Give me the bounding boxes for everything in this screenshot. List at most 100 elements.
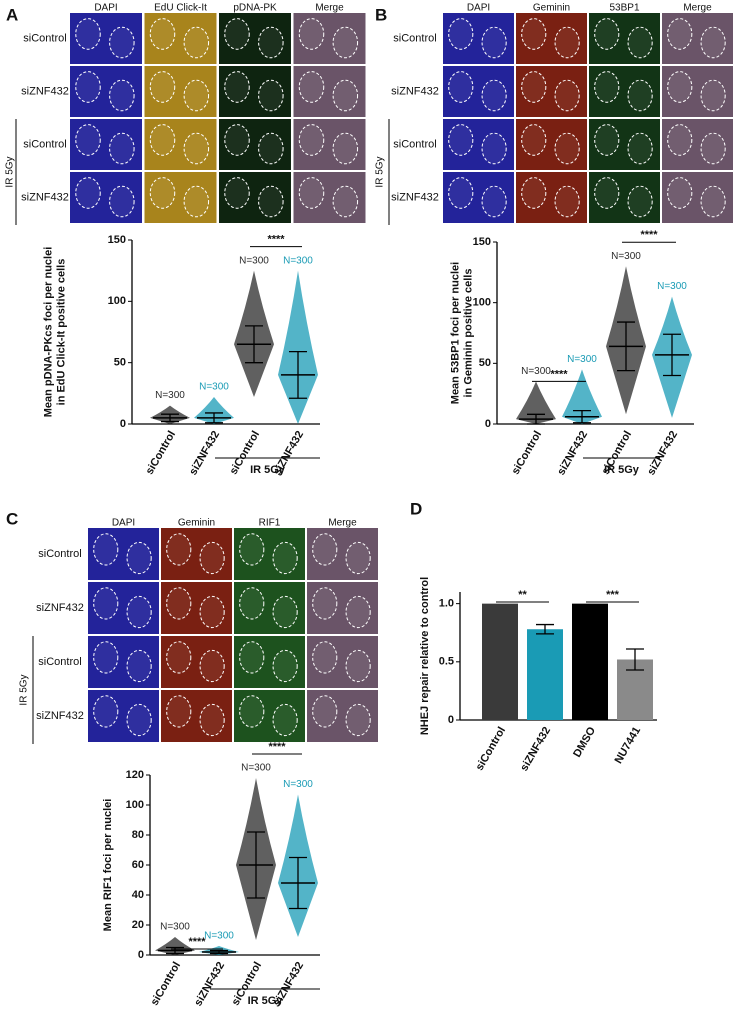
nucleus-outline: [667, 124, 693, 156]
micrograph: [307, 636, 378, 688]
nucleus-outline: [109, 26, 135, 59]
column-header: Geminin: [178, 518, 215, 529]
micrograph: [88, 582, 159, 634]
nucleus-outline: [667, 18, 693, 50]
nucleus-outline: [627, 26, 653, 59]
micrograph: [443, 13, 514, 64]
nucleus-outline: [554, 132, 580, 165]
x-tick-label: siControl: [149, 960, 184, 1008]
row-label: siZNF432: [391, 191, 439, 203]
micrograph: [662, 66, 733, 117]
micrograph: [161, 690, 232, 742]
row-label: siZNF432: [21, 85, 69, 97]
micrograph: [516, 13, 587, 64]
y-tick-label: 1.0: [439, 598, 454, 610]
micrograph: [234, 636, 305, 688]
row-label: siControl: [393, 32, 436, 44]
nucleus-outline: [93, 695, 119, 728]
nucleus-outline: [345, 649, 371, 683]
micrograph: [161, 528, 232, 580]
n-label: N=300: [204, 931, 234, 942]
micrograph: [307, 528, 378, 580]
micrograph: [516, 172, 587, 223]
micrograph: [589, 66, 660, 117]
panel-label: C: [6, 509, 18, 528]
nucleus-outline: [272, 541, 298, 575]
nucleus-outline: [183, 185, 210, 218]
nucleus-outline: [312, 695, 338, 728]
micrograph: [662, 13, 733, 64]
y-tick-label: 100: [108, 295, 126, 307]
x-tick-label: siZNF432: [187, 429, 222, 477]
nucleus-outline: [199, 649, 225, 683]
row-label: siControl: [38, 548, 81, 560]
y-tick-label: 60: [132, 859, 144, 871]
y-tick-label: 100: [473, 297, 491, 309]
y-axis-label: Mean 53BP1 foci per nuclei: [449, 262, 461, 404]
row-label: siControl: [393, 138, 436, 150]
nucleus-outline: [75, 124, 101, 156]
column-header: DAPI: [94, 3, 117, 14]
nucleus-outline: [448, 18, 474, 50]
micrograph: [144, 172, 217, 223]
nucleus-outline: [272, 595, 298, 629]
nucleus-outline: [199, 703, 225, 737]
n-label: N=300: [283, 779, 313, 790]
significance-label: ***: [606, 589, 620, 601]
nucleus-outline: [93, 641, 119, 674]
significance-label: ****: [188, 936, 206, 948]
nucleus-outline: [183, 26, 210, 59]
nucleus-outline: [166, 641, 192, 674]
bar: [527, 629, 563, 720]
nucleus-outline: [312, 587, 338, 620]
treatment-label: IR 5Gy: [604, 464, 640, 476]
significance-label: ****: [550, 368, 568, 380]
nucleus-outline: [149, 71, 176, 103]
micrograph: [70, 13, 142, 64]
nucleus-outline: [109, 132, 135, 165]
micrograph: [293, 66, 366, 117]
micrograph: [662, 119, 733, 170]
dot-cloud: [278, 270, 318, 424]
nucleus-outline: [594, 71, 620, 103]
nucleus-outline: [224, 124, 250, 156]
nucleus-outline: [239, 587, 265, 620]
micrograph: [219, 66, 291, 117]
nucleus-outline: [700, 132, 726, 165]
nucleus-outline: [239, 695, 265, 728]
column-header: 53BP1: [609, 3, 639, 14]
y-axis-label: NHEJ repair relative to control: [419, 577, 431, 735]
nucleus-outline: [126, 649, 152, 683]
panel-label: D: [410, 499, 422, 518]
nucleus-outline: [481, 26, 507, 59]
micrograph: [516, 66, 587, 117]
nucleus-outline: [258, 26, 284, 59]
y-tick-label: 50: [479, 357, 491, 369]
nucleus-outline: [627, 132, 653, 165]
y-axis-label: in EdU Click-It positive cells: [55, 259, 67, 406]
micrograph: [219, 13, 291, 64]
nucleus-outline: [258, 185, 284, 218]
micrograph: [443, 119, 514, 170]
micrograph: [307, 582, 378, 634]
treatment-label: IR 5Gy: [5, 156, 16, 187]
nucleus-outline: [93, 533, 119, 566]
nucleus-outline: [272, 649, 298, 683]
y-tick-label: 0.5: [439, 656, 454, 668]
dot-cloud: [562, 369, 602, 424]
micrograph: [293, 119, 366, 170]
n-label: N=300: [155, 390, 185, 401]
dot-cloud: [516, 381, 556, 424]
nucleus-outline: [93, 587, 119, 620]
x-tick-label: siZNF432: [645, 429, 680, 477]
y-tick-label: 100: [126, 799, 144, 811]
x-tick-label: siControl: [510, 429, 545, 477]
micrograph: [88, 690, 159, 742]
bar: [572, 603, 608, 720]
nucleus-outline: [700, 26, 726, 59]
nucleus-outline: [448, 124, 474, 156]
nucleus-outline: [332, 132, 359, 165]
nucleus-outline: [521, 124, 547, 156]
nucleus-outline: [521, 18, 547, 50]
